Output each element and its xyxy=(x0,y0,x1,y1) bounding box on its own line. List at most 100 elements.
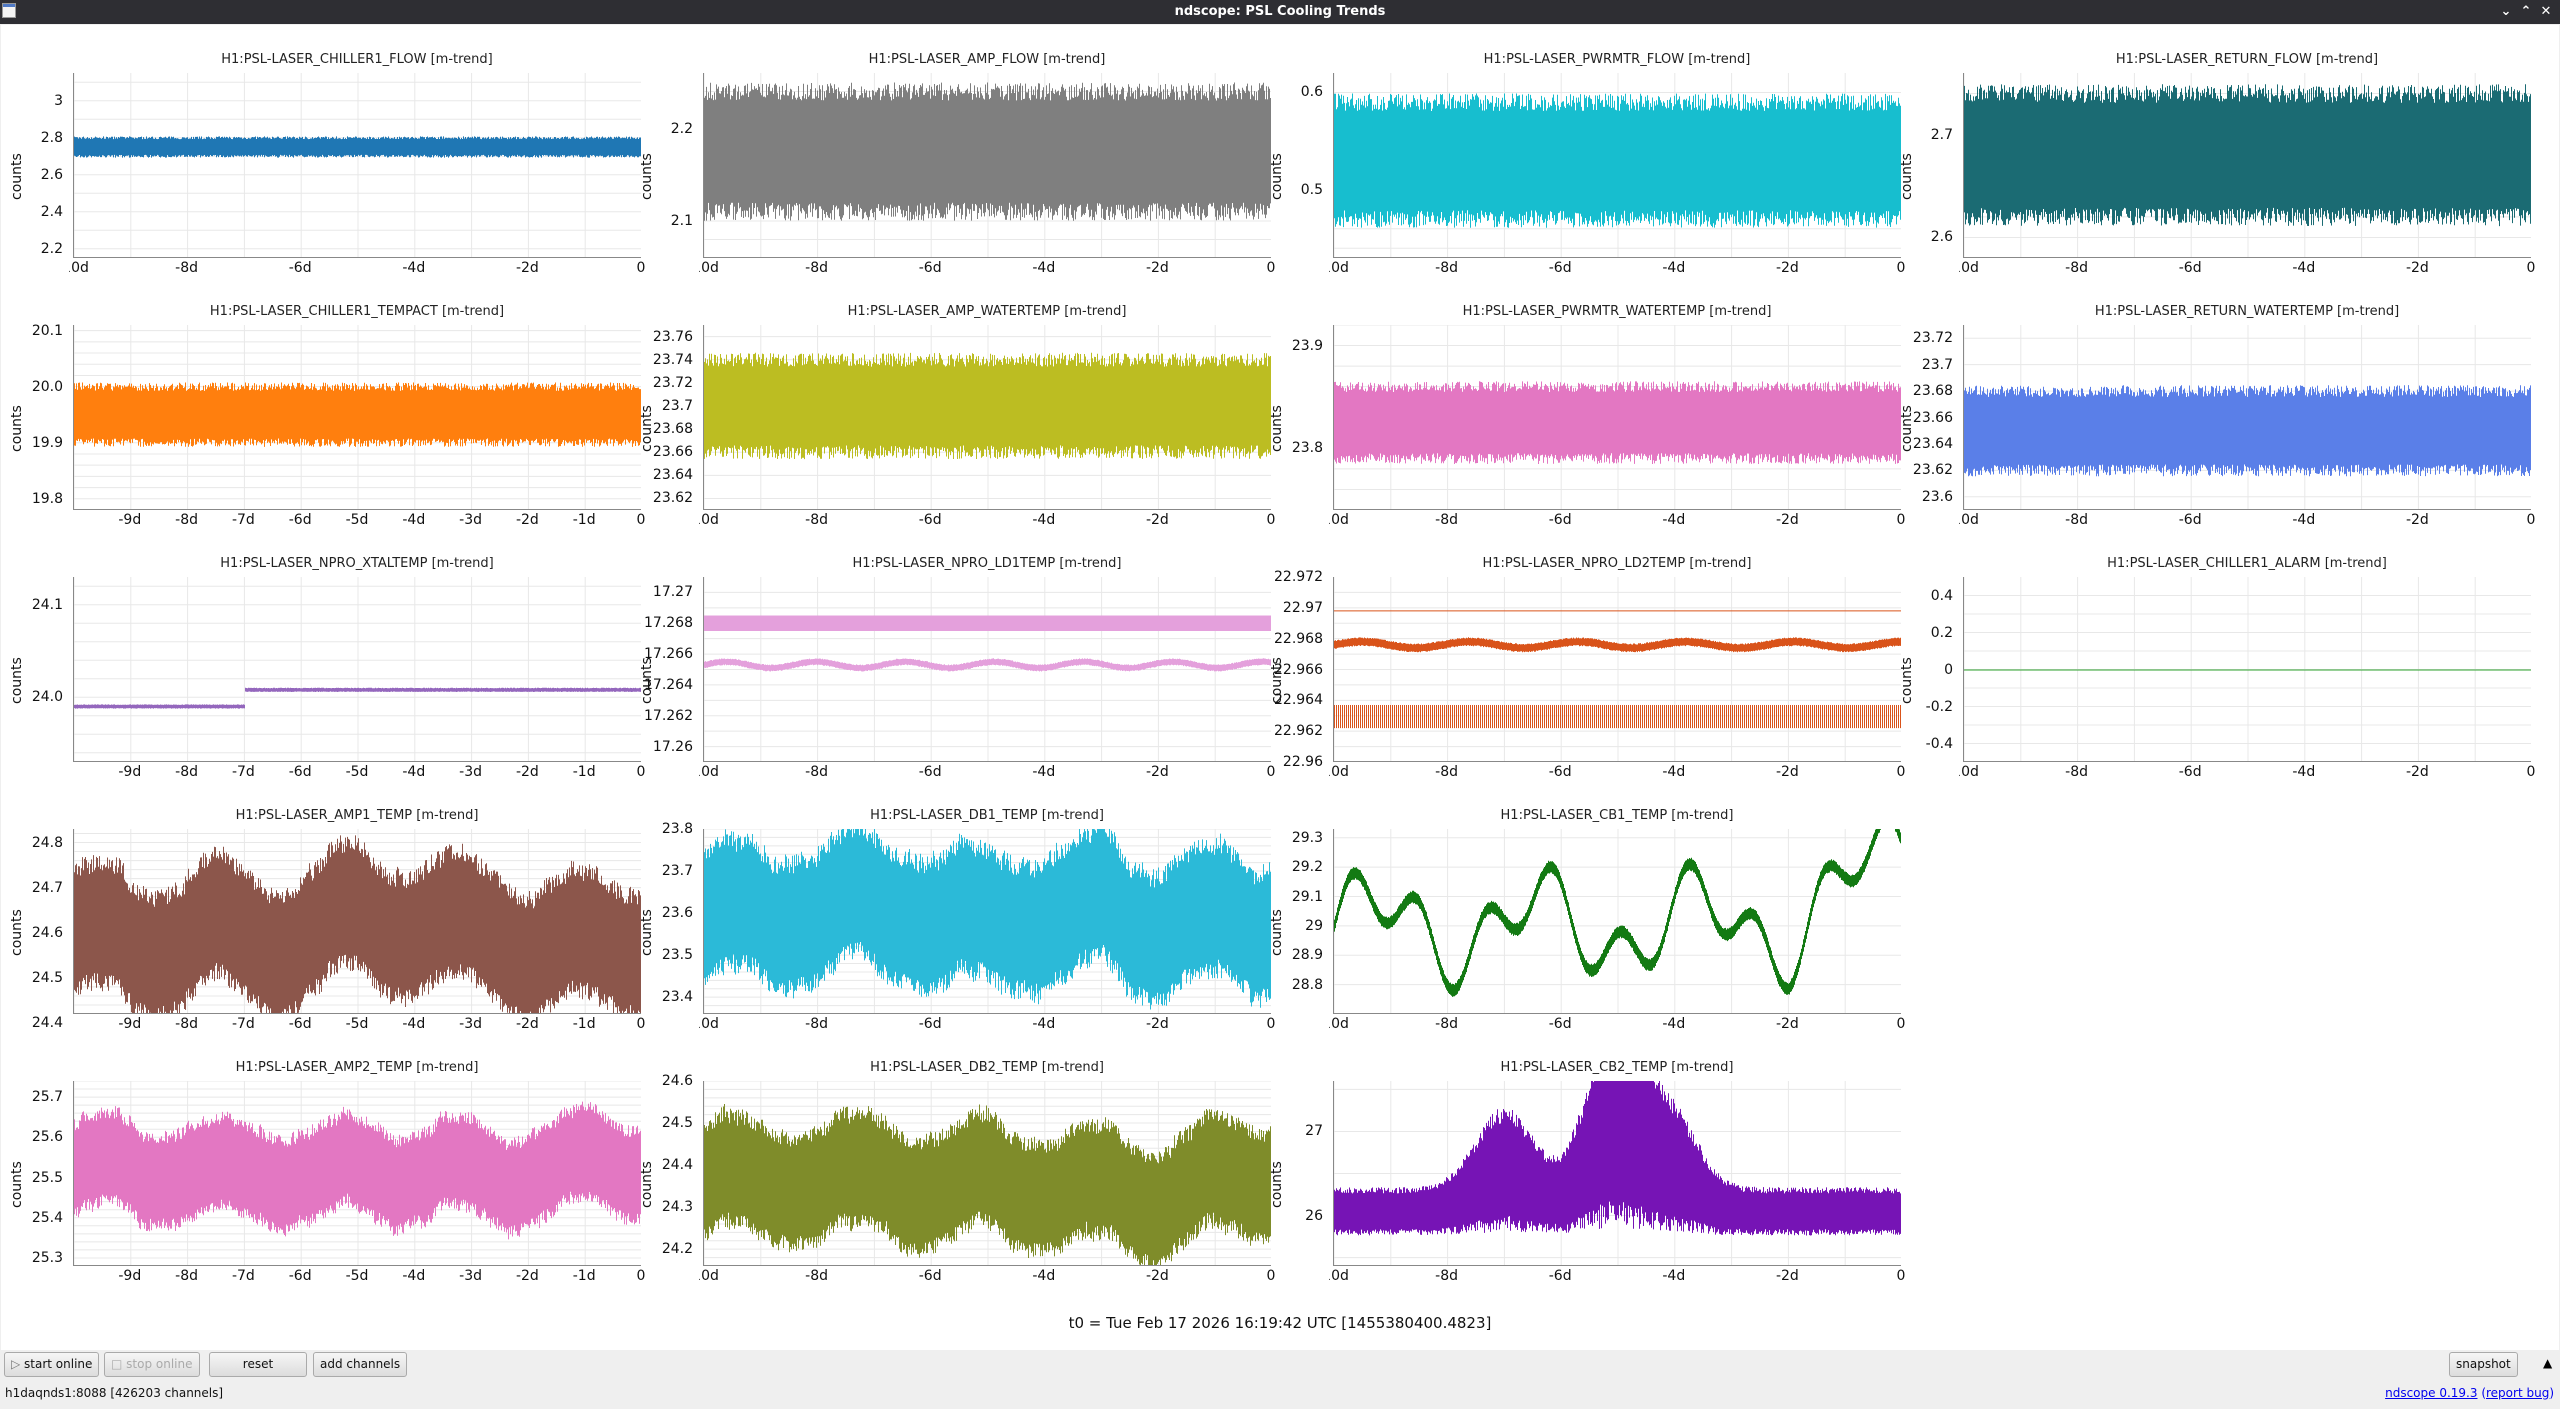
x-tick-label: -9d xyxy=(118,512,142,528)
series-trace xyxy=(1334,610,1901,729)
plot-canvas[interactable] xyxy=(73,577,641,762)
plot-canvas[interactable] xyxy=(73,73,641,258)
y-tick-label: 25.6 xyxy=(31,1129,63,1146)
plot-panel[interactable]: H1:PSL-LASER_AMP_WATERTEMP [m-trend] coun… xyxy=(631,302,1275,554)
x-tick-label: 0 xyxy=(636,260,645,276)
plot-panel[interactable]: H1:PSL-LASER_CHILLER1_TEMPACT [m-trend] c… xyxy=(1,302,645,554)
y-tick-label: 28.9 xyxy=(1291,947,1323,964)
maximize-icon[interactable]: ⌃ xyxy=(2520,4,2532,19)
x-tick-label: -4d xyxy=(1032,260,1056,276)
x-tick-label: -2d xyxy=(1145,1268,1169,1284)
y-tick-label: 24.4 xyxy=(661,1157,693,1174)
series-trace xyxy=(704,352,1271,460)
y-tick-label: 23.66 xyxy=(1912,409,1953,426)
plot-canvas[interactable] xyxy=(73,829,641,1014)
plot-panel[interactable]: H1:PSL-LASER_NPRO_LD2TEMP [m-trend] count… xyxy=(1261,554,1905,806)
plot-panel[interactable]: H1:PSL-LASER_CHILLER1_ALARM [m-trend] cou… xyxy=(1891,554,2535,806)
y-tick-label: 24.1 xyxy=(31,596,63,613)
x-tick-label: -6d xyxy=(288,1016,312,1032)
x-tick-label: -8d xyxy=(1435,764,1459,780)
plot-panel[interactable]: H1:PSL-LASER_AMP2_TEMP [m-trend] counts 25… xyxy=(1,1058,645,1310)
plot-title: H1:PSL-LASER_NPRO_LD1TEMP [m-trend] xyxy=(852,556,1122,571)
play-icon: ▷ xyxy=(11,1357,25,1371)
series-trace xyxy=(74,382,641,447)
snapshot-button[interactable]: snapshot xyxy=(2449,1352,2518,1377)
y-axis-label: counts xyxy=(639,909,655,956)
plot-canvas[interactable] xyxy=(1963,325,2531,510)
x-tick-label: 0 xyxy=(1896,1016,1905,1032)
plot-canvas[interactable] xyxy=(1963,577,2531,762)
y-tick-label: 19.9 xyxy=(31,434,63,451)
x-tick-label: -6d xyxy=(918,1016,942,1032)
x-tick-label: -6d xyxy=(288,512,312,528)
plot-title: H1:PSL-LASER_NPRO_XTALTEMP [m-trend] xyxy=(220,556,494,571)
minimize-icon[interactable]: ⌄ xyxy=(2500,4,2512,19)
plot-panel[interactable]: H1:PSL-LASER_CHILLER1_FLOW [m-trend] coun… xyxy=(1,50,645,302)
plot-canvas[interactable] xyxy=(703,325,1271,510)
plot-panel[interactable]: H1:PSL-LASER_AMP1_TEMP [m-trend] counts 24… xyxy=(1,806,645,1058)
x-tick-label: -1d xyxy=(572,764,596,780)
y-tick-label: 23.72 xyxy=(652,374,693,391)
stop-online-label: stop online xyxy=(126,1357,193,1371)
y-axis-label: counts xyxy=(639,153,655,200)
y-axis-label: counts xyxy=(9,657,25,704)
version-link[interactable]: ndscope 0.19.3 xyxy=(2385,1386,2478,1400)
plot-panel[interactable]: H1:PSL-LASER_PWRMTR_FLOW [m-trend] counts… xyxy=(1261,50,1905,302)
y-tick-label: 0.5 xyxy=(1300,181,1323,198)
plot-canvas[interactable] xyxy=(1963,73,2531,258)
x-axis: -10d -8d -6d -4d -2d 0 xyxy=(1959,764,2535,786)
plot-panel[interactable]: H1:PSL-LASER_DB1_TEMP [m-trend] counts 23.… xyxy=(631,806,1275,1058)
series-trace xyxy=(704,82,1271,221)
x-axis: -10d -8d -6d -4d -2d 0 xyxy=(1959,512,2535,534)
x-tick-label: -8d xyxy=(805,1016,829,1032)
plot-panel[interactable]: H1:PSL-LASER_PWRMTR_WATERTEMP [m-trend] c… xyxy=(1261,302,1905,554)
plot-panel[interactable]: H1:PSL-LASER_NPRO_XTALTEMP [m-trend] coun… xyxy=(1,554,645,806)
x-tick-label: -4d xyxy=(1662,512,1686,528)
series-trace xyxy=(1334,381,1901,464)
plot-canvas[interactable] xyxy=(1333,829,1901,1014)
x-tick-label: -2d xyxy=(2405,260,2429,276)
reset-button[interactable]: reset xyxy=(209,1352,307,1377)
plot-canvas[interactable] xyxy=(703,829,1271,1014)
expand-arrow-icon[interactable]: ▲ xyxy=(2543,1356,2553,1370)
plot-panel[interactable]: H1:PSL-LASER_AMP_FLOW [m-trend] counts 2.1… xyxy=(631,50,1275,302)
x-tick-label: -10d xyxy=(1329,1268,1349,1284)
grid-lines xyxy=(1334,577,1901,761)
y-tick-label: 23.74 xyxy=(652,351,693,368)
grid-lines xyxy=(74,577,641,761)
x-tick-label: -8d xyxy=(1435,1268,1459,1284)
plot-canvas[interactable] xyxy=(703,577,1271,762)
report-bug-link[interactable]: report bug xyxy=(2486,1386,2550,1400)
plot-canvas[interactable] xyxy=(1333,325,1901,510)
plot-canvas[interactable] xyxy=(703,73,1271,258)
plot-title: H1:PSL-LASER_AMP2_TEMP [m-trend] xyxy=(235,1060,479,1075)
y-tick-label: 2.7 xyxy=(1930,126,1953,143)
plot-panel[interactable]: H1:PSL-LASER_RETURN_FLOW [m-trend] counts… xyxy=(1891,50,2535,302)
x-tick-label: -4d xyxy=(2292,512,2316,528)
plot-panel[interactable]: H1:PSL-LASER_DB2_TEMP [m-trend] counts 24.… xyxy=(631,1058,1275,1310)
plot-area: H1:PSL-LASER_CHILLER1_FLOW [m-trend] coun… xyxy=(1,25,2559,1350)
add-channels-button[interactable]: add channels xyxy=(313,1352,408,1377)
plot-canvas[interactable] xyxy=(1333,577,1901,762)
stop-online-button[interactable]: □ stop online xyxy=(104,1352,200,1377)
plot-panel[interactable]: H1:PSL-LASER_NPRO_LD1TEMP [m-trend] count… xyxy=(631,554,1275,806)
x-axis: -10d -8d -6d -4d -2d 0 xyxy=(1959,260,2535,282)
x-tick-label: -2d xyxy=(1775,260,1799,276)
plot-panel[interactable]: H1:PSL-LASER_CB1_TEMP [m-trend] counts 28.… xyxy=(1261,806,1905,1058)
plot-canvas[interactable] xyxy=(73,1081,641,1266)
plot-canvas[interactable] xyxy=(1333,1081,1901,1266)
plot-panel[interactable]: H1:PSL-LASER_RETURN_WATERTEMP [m-trend] c… xyxy=(1891,302,2535,554)
start-online-button[interactable]: ▷ start online xyxy=(4,1352,100,1377)
y-tick-label: 23.8 xyxy=(1291,440,1323,457)
close-icon[interactable]: ✕ xyxy=(2540,4,2552,19)
y-tick-label: 23.64 xyxy=(652,467,693,484)
y-tick-label: 23.4 xyxy=(661,989,693,1006)
plot-canvas[interactable] xyxy=(1333,73,1901,258)
x-tick-label: -6d xyxy=(288,1268,312,1284)
plot-canvas[interactable] xyxy=(703,1081,1271,1266)
x-axis: -10d -8d -6d -4d -2d 0 xyxy=(699,512,1275,534)
plot-panel[interactable]: H1:PSL-LASER_CB2_TEMP [m-trend] counts 26 2… xyxy=(1261,1058,1905,1310)
plot-canvas[interactable] xyxy=(73,325,641,510)
x-tick-label: -8d xyxy=(805,512,829,528)
x-tick-label: -8d xyxy=(805,764,829,780)
